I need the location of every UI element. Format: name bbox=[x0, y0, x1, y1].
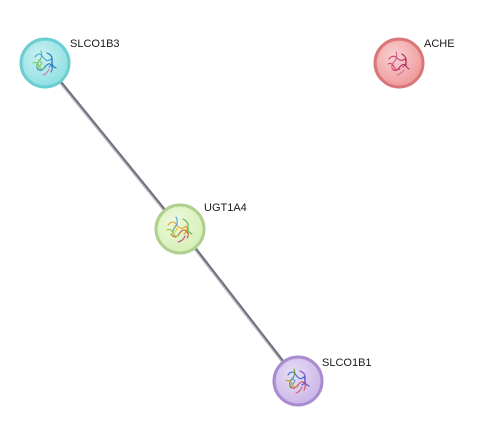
node-ugt1a4[interactable] bbox=[154, 203, 206, 255]
node-label-ugt1a4: UGT1A4 bbox=[204, 202, 247, 214]
edge-layer bbox=[43, 61, 300, 383]
protein-structure-icon bbox=[387, 51, 410, 76]
protein-structure-icon bbox=[32, 50, 57, 76]
node-slco1b3[interactable] bbox=[19, 37, 71, 89]
node-shading bbox=[377, 41, 421, 85]
node-shading bbox=[23, 41, 67, 85]
node-shading bbox=[276, 359, 320, 403]
edge-ugt1a4-slco1b1[interactable] bbox=[178, 227, 300, 383]
node-label-ache: ACHE bbox=[424, 38, 455, 50]
edge-line bbox=[178, 227, 300, 383]
node-ache[interactable] bbox=[373, 37, 425, 89]
protein-structure-icon bbox=[285, 368, 310, 394]
edge-highlight bbox=[178, 229, 298, 383]
node-label-slco1b3: SLCO1B3 bbox=[70, 38, 120, 50]
edge-highlight bbox=[43, 63, 180, 231]
edge-slco1b3-ugt1a4[interactable] bbox=[43, 61, 182, 231]
edge-line bbox=[43, 61, 182, 231]
node-layer: SLCO1B3 ACHE bbox=[19, 37, 455, 407]
node-shading bbox=[158, 207, 202, 251]
node-slco1b1[interactable] bbox=[272, 355, 324, 407]
node-label-slco1b1: SLCO1B1 bbox=[322, 357, 372, 369]
protein-structure-icon bbox=[166, 216, 193, 243]
